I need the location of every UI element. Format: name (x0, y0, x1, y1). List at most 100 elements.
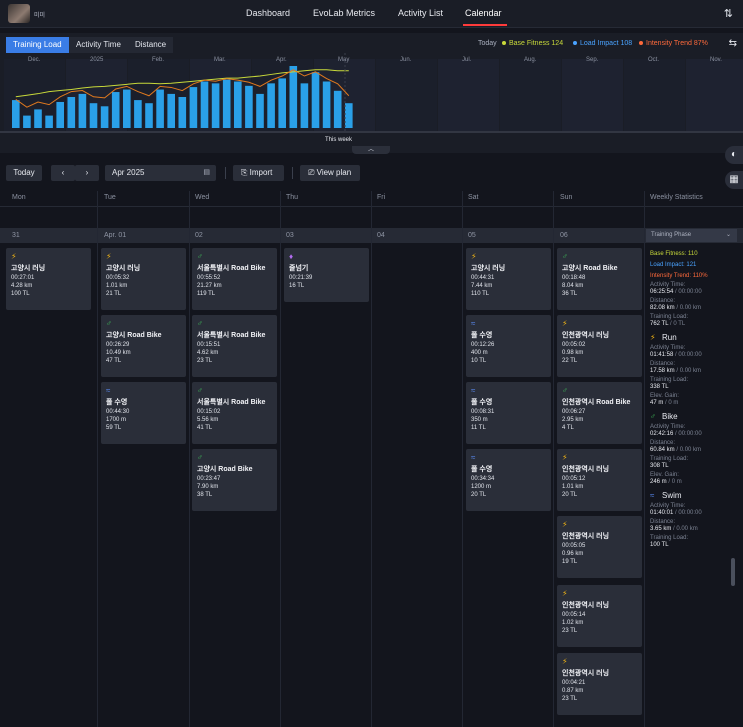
run-icon: ⚡ (106, 252, 112, 261)
tab-activity-time[interactable]: Activity Time (69, 37, 128, 53)
activity-duration: 00:05:14 (562, 612, 586, 618)
training-load-bar[interactable] (145, 103, 153, 128)
activity-distance: 7.90 km (197, 484, 219, 490)
swim-section: ≈ Swim (650, 491, 738, 500)
activity-card[interactable]: ⚡ 고양시 러닝 00:44:31 7.44 km 110 TL (466, 248, 551, 310)
avatar[interactable] (8, 4, 30, 23)
next-month-button[interactable]: › (75, 165, 99, 181)
training-load-bar[interactable] (234, 81, 242, 129)
training-load-bar[interactable] (34, 109, 42, 128)
nav-dashboard[interactable]: Dashboard (246, 8, 291, 18)
activity-card[interactable]: ⚡ 인천광역시 러닝 00:05:02 0.98 km 22 TL (557, 315, 642, 377)
training-load-bar[interactable] (200, 81, 209, 129)
activity-card[interactable]: ⚡ 고양시 러닝 00:27:01 4.28 km 100 TL (6, 248, 91, 310)
scrollbar-thumb[interactable] (731, 558, 735, 586)
chart-settings-icon[interactable]: ⇆ (728, 38, 737, 49)
legend-intensity-trend: Intensity Trend 87% (639, 40, 708, 47)
training-load-bar[interactable] (100, 106, 109, 128)
training-load-bar[interactable] (23, 115, 31, 128)
training-load-bar[interactable] (111, 92, 120, 128)
activity-card[interactable]: ⚡ 인천광역시 러닝 00:05:12 1.01 km 20 TL (557, 449, 642, 511)
activity-card[interactable]: ♂ 서울특별시 Road Bike 00:55:52 21.27 km 119 TL (192, 248, 277, 310)
run-title: Run (662, 333, 677, 342)
activity-card[interactable]: ♂ 서울특별시 Road Bike 00:15:51 4.62 km 23 TL (192, 315, 277, 377)
activity-card[interactable]: ♂ 서울특별시 Road Bike 00:15:02 5.56 km 41 TL (192, 382, 277, 444)
training-load-planned: / 0 TL (668, 321, 686, 327)
activity-time-label: Activity Time: (650, 282, 686, 288)
activity-duration: 00:27:01 (11, 275, 35, 281)
training-phase-dropdown[interactable]: Training Phase ⌄ (646, 229, 737, 242)
column-divider (371, 191, 372, 727)
calendar-view-icon[interactable]: ▦ (725, 171, 743, 189)
training-load-bar[interactable] (267, 83, 275, 128)
swim-icon: ≈ (471, 319, 476, 328)
training-load-bar[interactable] (289, 66, 298, 128)
activity-card[interactable]: ≈ 풀 수영 00:44:30 1700 m 59 TL (101, 382, 186, 444)
training-load-bar[interactable] (256, 93, 264, 128)
activity-card[interactable]: ≈ 풀 수영 00:34:34 1200 m 20 TL (466, 449, 551, 511)
training-load-bar[interactable] (322, 81, 331, 129)
activity-card[interactable]: ≈ 풀 수영 00:12:26 400 m 10 TL (466, 315, 551, 377)
training-load-bar[interactable] (222, 79, 231, 128)
activity-distance: 1.02 km (562, 620, 584, 626)
today-button[interactable]: Today (6, 165, 42, 181)
activity-distance: 5.56 km (197, 417, 219, 423)
prev-month-button[interactable]: ‹ (51, 165, 75, 181)
activity-card[interactable]: ⚡ 인천광역시 러닝 00:05:14 1.02 km 23 TL (557, 585, 642, 647)
training-load-bar[interactable] (245, 85, 253, 128)
activity-card[interactable]: ⚡ 인천광역시 러닝 00:05:05 0.96 km 19 TL (557, 516, 642, 578)
activity-card[interactable]: ♂ 고양시 Road Bike 00:26:29 10.49 km 47 TL (101, 315, 186, 377)
activity-card[interactable]: ♦ 줄넘기 00:21:39 16 TL (284, 248, 369, 302)
training-load-bar[interactable] (178, 97, 187, 128)
activity-card[interactable]: ⚡ 인천광역시 러닝 00:04:21 0.87 km 23 TL (557, 653, 642, 715)
nav-calendar[interactable]: Calendar (465, 8, 502, 18)
training-load-bar[interactable] (156, 89, 164, 128)
sort-icon[interactable]: ⇅ (723, 8, 733, 20)
activity-load: 23 TL (562, 628, 578, 634)
training-load-bar[interactable] (333, 90, 342, 128)
activity-card[interactable]: ⚡ 고양시 러닝 00:05:32 1.01 km 21 TL (101, 248, 186, 310)
distance-value: 82.08 km / 0.00 km (650, 305, 738, 311)
month-label: May (338, 57, 349, 63)
training-load-bar[interactable] (167, 93, 175, 128)
month-label: Apr. (276, 57, 287, 63)
training-load-label: Training Load: (650, 314, 689, 320)
activity-name: 인천광역시 러닝 (562, 670, 610, 677)
training-load-bar[interactable] (67, 97, 76, 128)
import-label: Import (249, 168, 273, 177)
month-picker[interactable]: Apr 2025 ▤ (105, 165, 216, 181)
legend-load-impact: Load Impact 108 (573, 40, 632, 47)
month-band (686, 59, 743, 131)
training-load-bar[interactable] (45, 115, 53, 128)
training-load-bar[interactable] (123, 89, 131, 128)
tab-distance[interactable]: Distance (128, 37, 174, 53)
activity-card[interactable]: ♂ 고양시 Road Bike 00:18:48 8.04 km 36 TL (557, 248, 642, 310)
run-icon: ⚡ (562, 589, 568, 598)
training-load-bar[interactable] (300, 83, 309, 128)
training-load-bar[interactable] (78, 93, 87, 128)
collapse-chart-button[interactable]: ︿ (352, 146, 390, 154)
training-load-bar[interactable] (189, 87, 198, 128)
tab-training-load[interactable]: Training Load (6, 37, 69, 53)
theme-toggle-icon[interactable]: ◐ (725, 146, 743, 164)
training-load-bar[interactable] (12, 100, 20, 128)
training-load-bar[interactable] (211, 83, 220, 128)
training-load-bar[interactable] (345, 103, 353, 128)
activity-distance: 0.87 km (562, 688, 584, 694)
nav-activity-list[interactable]: Activity List (398, 8, 444, 18)
activity-card[interactable]: ≈ 풀 수영 00:08:31 350 m 11 TL (466, 382, 551, 444)
bike-gain-planned: / 0 m (666, 479, 682, 485)
activity-card[interactable]: ♂ 인천광역시 Road Bike 00:06:27 2.95 km 4 TL (557, 382, 642, 444)
training-load-bar[interactable] (278, 78, 286, 128)
training-load-bar[interactable] (311, 72, 320, 128)
training-load-bar[interactable] (134, 100, 142, 128)
training-load-bar[interactable] (89, 103, 98, 128)
nav-evolab-metrics[interactable]: EvoLab Metrics (313, 8, 376, 18)
view-plan-button[interactable]: ⎚ View plan (300, 165, 360, 181)
swim-icon: ≈ (471, 453, 476, 462)
training-load-bar[interactable] (56, 101, 64, 128)
toolbar-divider (225, 167, 226, 179)
bike-icon: ♂ (562, 252, 568, 261)
import-button[interactable]: ⎘ Import (233, 165, 284, 181)
activity-card[interactable]: ♂ 고양시 Road Bike 00:23:47 7.90 km 38 TL (192, 449, 277, 511)
